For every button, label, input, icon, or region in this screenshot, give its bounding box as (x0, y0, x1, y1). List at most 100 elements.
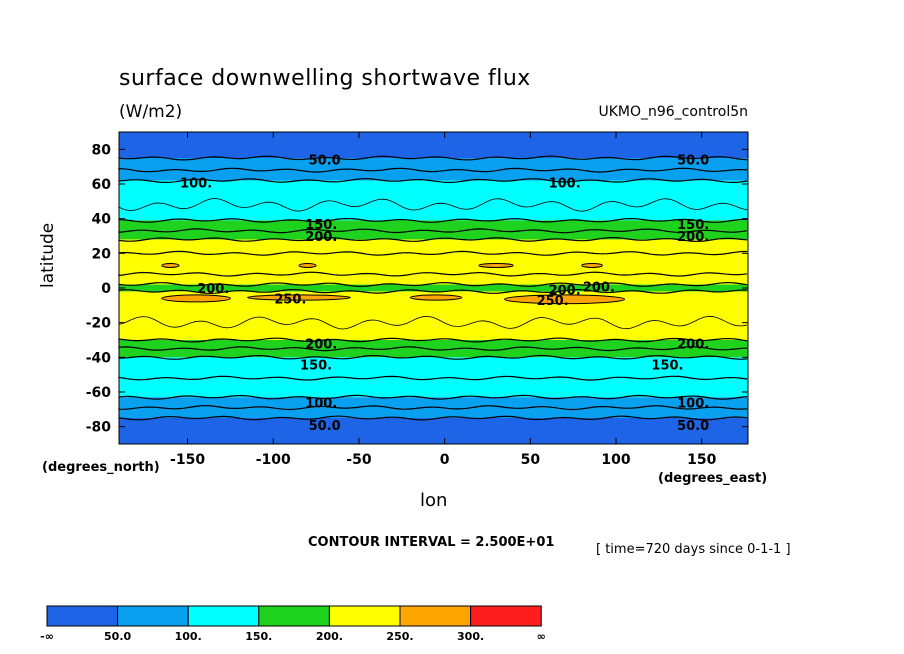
contour-label: 100. (305, 396, 337, 411)
contour-label: 250. (537, 294, 569, 309)
contour-band (119, 357, 748, 398)
units-label: (W/m2) (119, 102, 183, 122)
contour-line (118, 155, 748, 161)
contour-line (118, 375, 748, 381)
contour-label: 150. (305, 218, 337, 233)
colorbar-label: 100. (175, 630, 202, 643)
contour-line (118, 289, 747, 295)
contour-band (119, 418, 748, 444)
y-tick-label: -60 (86, 385, 112, 401)
colorbar-label: -∞ (40, 630, 54, 643)
time-info: [ time=720 days since 0-1-1 ] (596, 542, 791, 557)
contour-label: 50.0 (309, 154, 341, 169)
y-tick-label: -80 (86, 420, 112, 436)
contour-line (118, 405, 748, 411)
colorbar-swatch (187, 605, 260, 627)
x-tick-label: -100 (256, 452, 291, 468)
y-tick-label: 60 (92, 177, 112, 193)
x-tick-label: 0 (440, 452, 450, 468)
x-tick-label: 100 (601, 452, 630, 468)
colorbar-label: 50.0 (104, 630, 131, 643)
y-tick-label: -40 (86, 350, 112, 366)
contour-line (118, 250, 747, 256)
contour-line (118, 237, 748, 243)
contour-label: 200. (305, 230, 337, 245)
contour-line (118, 415, 748, 421)
contour-label: 150. (651, 358, 683, 373)
contour-line (118, 315, 748, 330)
y-tick-label: 40 (92, 212, 112, 228)
contour-band (119, 284, 748, 292)
contour-line (118, 198, 748, 212)
contour-label: 200. (583, 280, 615, 295)
contour-line (118, 178, 748, 183)
x-axis-label: lon (420, 490, 448, 511)
contour-patch (161, 262, 180, 268)
y-tick-label: 20 (92, 246, 112, 262)
contour-patch (478, 262, 514, 268)
contour-label: 200. (197, 282, 229, 297)
colorbar-swatch (46, 605, 119, 627)
contour-patch (504, 294, 626, 305)
contour-line (118, 337, 748, 343)
contour-patch (409, 294, 463, 301)
contour-label: 250. (274, 292, 306, 307)
contour-label: 200. (549, 284, 581, 299)
contour-label: 50.0 (677, 419, 709, 434)
contour-line (118, 228, 748, 234)
contour-line (118, 167, 748, 173)
colorbar-label: 150. (245, 630, 272, 643)
contour-label: 50.0 (677, 154, 709, 169)
colorbar-swatch (399, 605, 472, 627)
colorbar-label: 250. (386, 630, 413, 643)
contour-band (119, 180, 748, 221)
contour-interval: CONTOUR INTERVAL = 2.500E+01 (308, 535, 555, 550)
contour-label: 200. (677, 230, 709, 245)
y-axis-label: latitude (38, 222, 58, 288)
colorbar-label: 300. (457, 630, 484, 643)
contour-label: 200. (677, 337, 709, 352)
x-tick-label: -150 (170, 452, 205, 468)
contour-label: 150. (300, 358, 332, 373)
y-tick-label: 80 (92, 142, 112, 158)
contour-patch (161, 294, 231, 303)
contour-label: 50.0 (309, 419, 341, 434)
contour-line (118, 394, 748, 400)
y-ticks: -80 -60 -40 -20 0 20 40 60 80 (86, 142, 748, 436)
contour-lines (118, 155, 748, 421)
colorbar-swatch (258, 605, 330, 627)
contour-band (119, 340, 748, 358)
colorbar-swatch (328, 605, 401, 627)
contour-label: 100. (549, 176, 581, 191)
contour-band (119, 132, 748, 158)
colorbar-swatch (470, 605, 542, 627)
contour-line (118, 354, 748, 360)
contour-label: 100. (180, 176, 212, 191)
contour-patch (247, 294, 351, 301)
contour-patch (581, 262, 603, 268)
colorbar-label: ∞ (537, 630, 546, 643)
x-ticks: -150 -100 -50 0 50 100 150 (170, 132, 717, 468)
x-tick-label: 150 (687, 452, 716, 468)
contour-label: 150. (677, 218, 709, 233)
x-tick-label: 50 (521, 452, 541, 468)
contour-line (118, 271, 748, 277)
x-tick-label: -50 (346, 452, 372, 468)
chart-title: surface downwelling shortwave flux (119, 66, 531, 91)
contour-label: 100. (677, 396, 709, 411)
colorbar-label: 200. (316, 630, 343, 643)
contour-label: 200. (305, 337, 337, 352)
y-tick-label: 0 (101, 281, 111, 297)
y-axis-unit: (degrees_north) (42, 460, 160, 475)
colorbar: -∞ 50.0 100. 150. 200. 250. 300. ∞ (40, 605, 546, 643)
contour-line (118, 281, 748, 288)
x-axis-unit: (degrees_east) (658, 471, 768, 486)
contour-line (118, 346, 748, 352)
contour-patch (298, 262, 317, 268)
colorbar-swatch (117, 605, 189, 627)
contour-line (118, 217, 748, 223)
contour-band (119, 220, 748, 240)
dataset-label: UKMO_n96_control5n (598, 104, 748, 120)
